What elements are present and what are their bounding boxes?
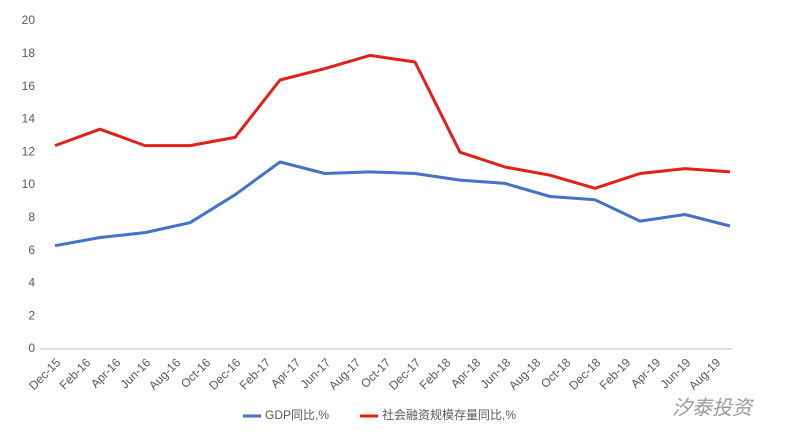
x-tick-label: Feb-16 xyxy=(57,355,94,392)
x-tick-label: Aug-18 xyxy=(506,355,543,392)
x-tick-label: Aug-16 xyxy=(146,355,183,392)
y-tick-label: 12 xyxy=(22,144,36,158)
y-tick-label: 14 xyxy=(22,112,36,126)
x-tick-label: Dec-15 xyxy=(26,355,63,392)
y-tick-label: 18 xyxy=(22,46,36,60)
x-tick-label: Dec-16 xyxy=(206,355,243,392)
series-line xyxy=(54,53,731,190)
y-tick-label: 0 xyxy=(28,341,35,355)
y-tick-label: 20 xyxy=(22,13,36,27)
watermark: 汐泰投资 xyxy=(672,397,755,419)
x-tick-label: Apr-17 xyxy=(268,355,304,391)
x-tick-label: Aug-19 xyxy=(686,355,723,392)
x-tick-label: Feb-19 xyxy=(597,355,634,392)
y-tick-label: 10 xyxy=(22,177,36,191)
x-tick-label: Feb-17 xyxy=(237,355,274,392)
x-tick-label: Dec-17 xyxy=(386,355,423,392)
y-tick-label: 2 xyxy=(28,308,35,322)
y-tick-label: 4 xyxy=(28,276,35,290)
legend-label: GDP同比,% xyxy=(265,408,329,422)
y-tick-label: 6 xyxy=(28,243,35,257)
series-line xyxy=(54,160,731,248)
legend-label: 社会融资规模存量同比,% xyxy=(382,407,516,422)
x-tick-label: Apr-16 xyxy=(88,355,124,391)
x-tick-label: Aug-17 xyxy=(326,355,363,392)
x-tick-label: Dec-18 xyxy=(566,355,603,392)
x-tick-label: Apr-19 xyxy=(628,355,664,391)
y-tick-label: 16 xyxy=(22,79,36,93)
y-tick-label: 8 xyxy=(28,210,35,224)
x-tick-label: Feb-18 xyxy=(417,355,454,392)
x-tick-label: Apr-18 xyxy=(448,355,484,391)
